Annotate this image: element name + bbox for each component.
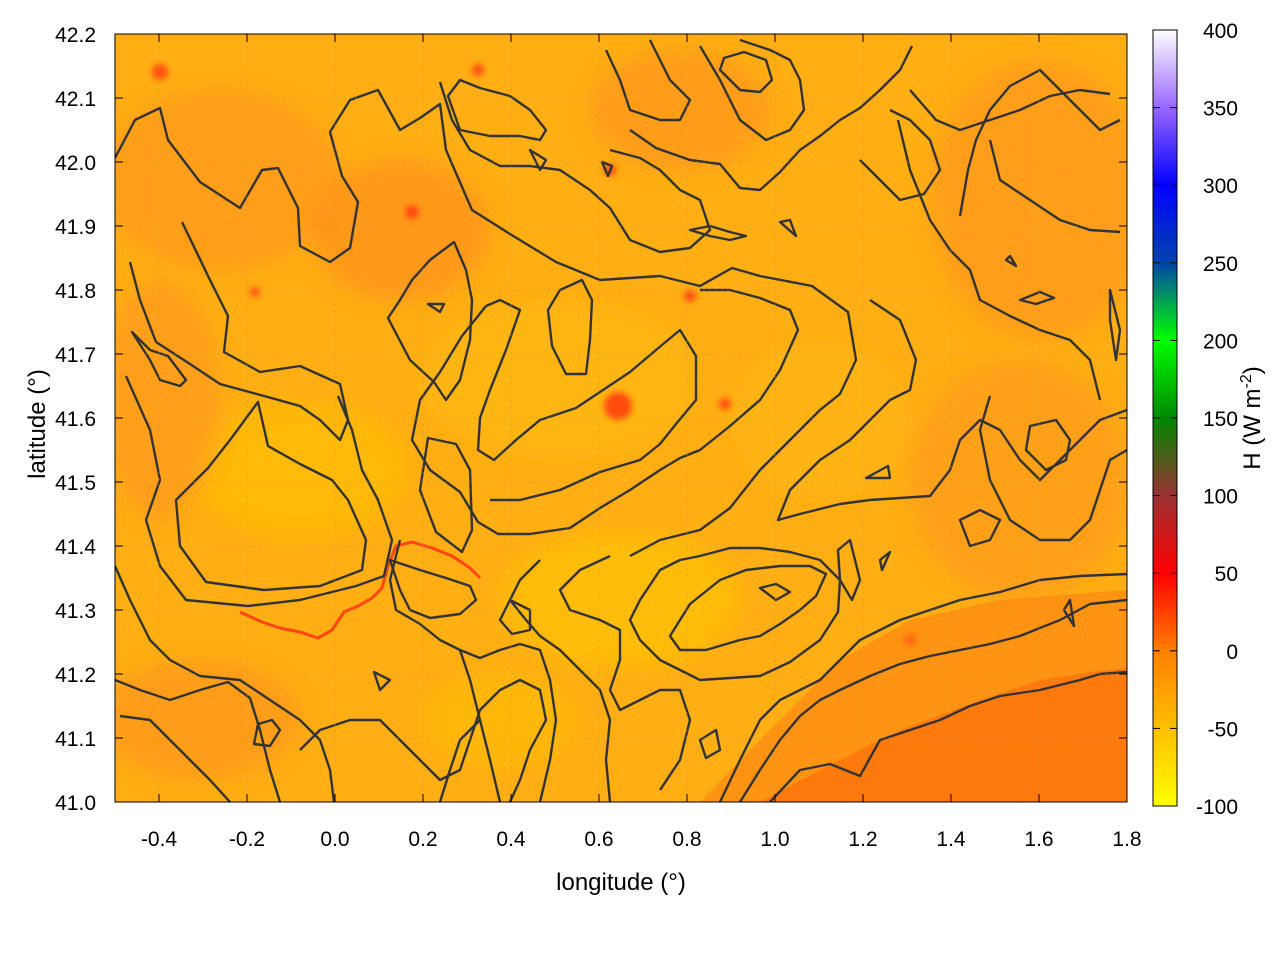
coastal-band: [700, 590, 1127, 802]
colorbar-label-text: H (W m: [1239, 388, 1266, 469]
colorbar-tick-label: 300: [1203, 175, 1238, 198]
y-tick-label: 41.9: [55, 216, 96, 239]
y-axis-label: latitude (°): [24, 369, 51, 479]
x-axis-label: longitude (°): [556, 869, 686, 896]
contour-lines: [115, 38, 1127, 802]
y-tick-label: 42.1: [55, 88, 96, 111]
river-trace: [239, 540, 482, 640]
x-tick-label: 1.8: [1112, 828, 1141, 851]
x-tick-label: 1.0: [760, 828, 789, 851]
hotspots: [152, 64, 916, 646]
x-tick-label: -0.2: [229, 828, 265, 851]
colorbar: -100 -50 0 50 100 150 200 250 300 350 400 H (W m-2…: [1152, 20, 1266, 819]
colorbar-tick-label: 250: [1203, 253, 1238, 276]
colorbar-label-superscript: -2: [1238, 374, 1255, 388]
x-tick-label: 1.6: [1024, 828, 1053, 851]
x-tick-label: 0.6: [584, 828, 613, 851]
colorbar-tick-label: 400: [1203, 20, 1238, 43]
y-tick-label: 41.6: [55, 408, 96, 431]
y-tick-label: 41.4: [55, 536, 96, 559]
colorbar-label-close: ): [1239, 366, 1266, 374]
colorbar-tick-label: 100: [1203, 486, 1238, 509]
sea-region: [760, 668, 1127, 802]
x-tick-label: 0.4: [496, 828, 526, 851]
grid-lines: [115, 33, 1128, 803]
y-tick-label: 41.8: [55, 280, 96, 303]
y-tick-label: 41.0: [55, 792, 96, 815]
colorbar-label: H (W m-2): [1238, 366, 1266, 470]
y-tick-label: 41.3: [55, 600, 96, 623]
y-tick-label: 42.2: [55, 24, 96, 47]
colorbar-tick-label: 150: [1203, 408, 1238, 431]
colorbar-tick-label: 0: [1226, 641, 1238, 664]
x-tick-label: 1.2: [848, 828, 877, 851]
y-tick-label: 41.5: [55, 472, 96, 495]
y-tick-label: 41.2: [55, 664, 96, 687]
x-axis: -0.4 -0.2 0.0 0.2 0.4 0.6 0.8 1.0 1.2 1.4 1.6 1.8: [141, 34, 1142, 851]
colorbar-tick-label: 200: [1203, 330, 1238, 353]
colorbar-tick-label: -100: [1196, 796, 1238, 819]
x-tick-label: 0.8: [672, 828, 701, 851]
colorbar-tick-label: 350: [1203, 98, 1238, 121]
y-tick-label: 41.7: [55, 344, 96, 367]
y-tick-label: 41.1: [55, 728, 96, 751]
x-tick-label: 0.2: [408, 828, 437, 851]
x-tick-label: 1.4: [936, 828, 966, 851]
x-tick-label: -0.4: [141, 828, 178, 851]
colorbar-tick-label: 50: [1215, 563, 1238, 586]
y-tick-label: 42.0: [55, 152, 96, 175]
x-tick-label: 0.0: [320, 828, 349, 851]
colorbar-ticks: -100 -50 0 50 100 150 200 250 300 350 400: [1153, 20, 1238, 819]
y-axis: 41.0 41.1 41.2 41.3 41.4 41.5 41.6 41.7 41.8 41.9…: [55, 24, 1127, 815]
colorbar-tick-label: -50: [1208, 718, 1238, 741]
